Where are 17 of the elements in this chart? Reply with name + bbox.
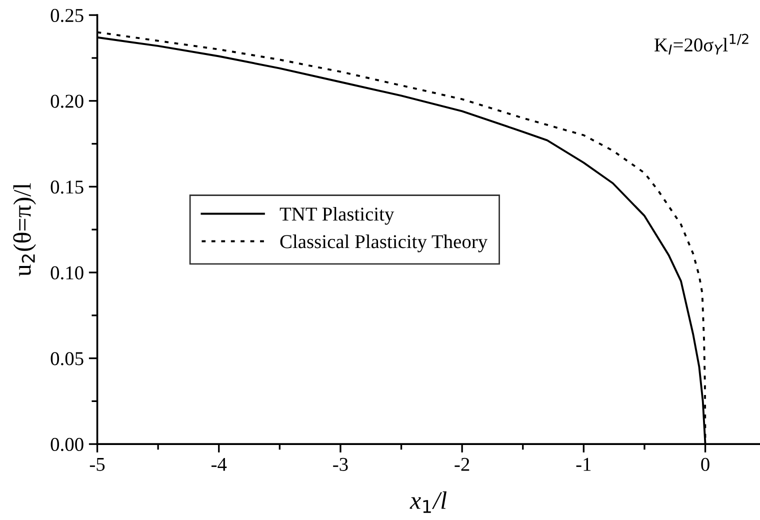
x-tick-label: 0: [701, 458, 710, 471]
x-tick-label: -4: [212, 458, 227, 471]
legend-label: TNT Plasticity: [280, 207, 394, 225]
x-tick-label: -1: [576, 458, 591, 471]
x-tick-label: -2: [454, 458, 470, 471]
y-axis-title: u$_{2}$(θ=π)/l: [13, 183, 36, 276]
y-tick-label: 0.00: [50, 438, 84, 452]
y-tick-label: 0.25: [50, 8, 84, 22]
x-axis-title: x$_{1}$/l: [410, 491, 447, 513]
y-tick-label: 0.15: [50, 180, 84, 194]
annotation: K$_{I}$=20σ$_{Y}$l$^{1/2}$: [654, 34, 748, 55]
y-tick-label: 0.20: [50, 94, 84, 108]
x-tick-label: -5: [90, 458, 105, 471]
x-tick-label: -3: [333, 458, 348, 471]
y-tick-label: 0.10: [50, 266, 84, 280]
legend-label: Classical Plasticity Theory: [280, 234, 488, 252]
y-tick-label: 0.05: [50, 352, 84, 366]
